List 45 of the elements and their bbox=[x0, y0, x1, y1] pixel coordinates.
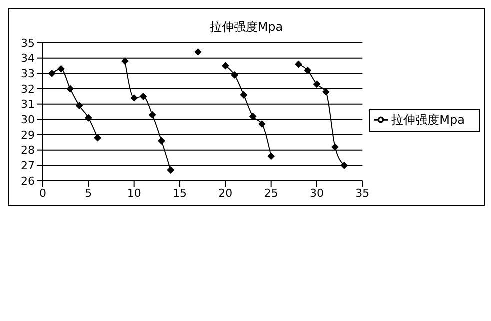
point bbox=[94, 134, 102, 142]
point bbox=[240, 92, 248, 99]
y-tick-label: 33 bbox=[21, 68, 35, 81]
point bbox=[340, 162, 348, 170]
y-tick-label: 30 bbox=[21, 114, 35, 127]
y-tick-label: 29 bbox=[21, 128, 35, 142]
y-tick-label: 26 bbox=[21, 174, 35, 188]
point bbox=[140, 93, 147, 100]
point bbox=[149, 112, 156, 119]
point bbox=[222, 62, 230, 70]
point bbox=[322, 88, 330, 96]
legend-label: 拉伸强度Mpa bbox=[392, 112, 465, 126]
point bbox=[85, 114, 92, 122]
y-tick-label: 31 bbox=[21, 98, 35, 112]
x-tick-label: 20 bbox=[218, 186, 233, 200]
point bbox=[130, 94, 138, 102]
y-tick-label: 28 bbox=[21, 144, 35, 158]
x-tick-label: 5 bbox=[85, 186, 92, 200]
y-tick-label: 32 bbox=[21, 82, 35, 96]
point bbox=[231, 72, 238, 79]
x-tick-label: 30 bbox=[310, 186, 324, 200]
point bbox=[332, 144, 339, 151]
point bbox=[268, 152, 275, 160]
point bbox=[250, 113, 257, 120]
x-tick-label: 15 bbox=[173, 186, 187, 200]
point bbox=[194, 48, 202, 56]
x-tick-label: 10 bbox=[127, 186, 142, 200]
x-tick-label: 0 bbox=[40, 186, 46, 200]
point bbox=[258, 120, 266, 128]
point bbox=[76, 102, 84, 110]
y-tick-label: 34 bbox=[21, 52, 35, 66]
x-tick-label: 25 bbox=[264, 186, 278, 200]
point bbox=[58, 66, 65, 73]
y-tick-label: 35 bbox=[21, 36, 35, 50]
point bbox=[167, 166, 174, 174]
point bbox=[48, 70, 56, 78]
point bbox=[314, 80, 321, 88]
point bbox=[295, 60, 302, 68]
x-tick-label: 35 bbox=[356, 186, 370, 200]
point bbox=[122, 58, 129, 65]
point bbox=[304, 67, 312, 74]
point bbox=[158, 138, 166, 145]
chart-title: 拉伸强度Mpa bbox=[208, 19, 284, 35]
point bbox=[66, 86, 74, 92]
y-tick-label: 27 bbox=[21, 160, 35, 173]
